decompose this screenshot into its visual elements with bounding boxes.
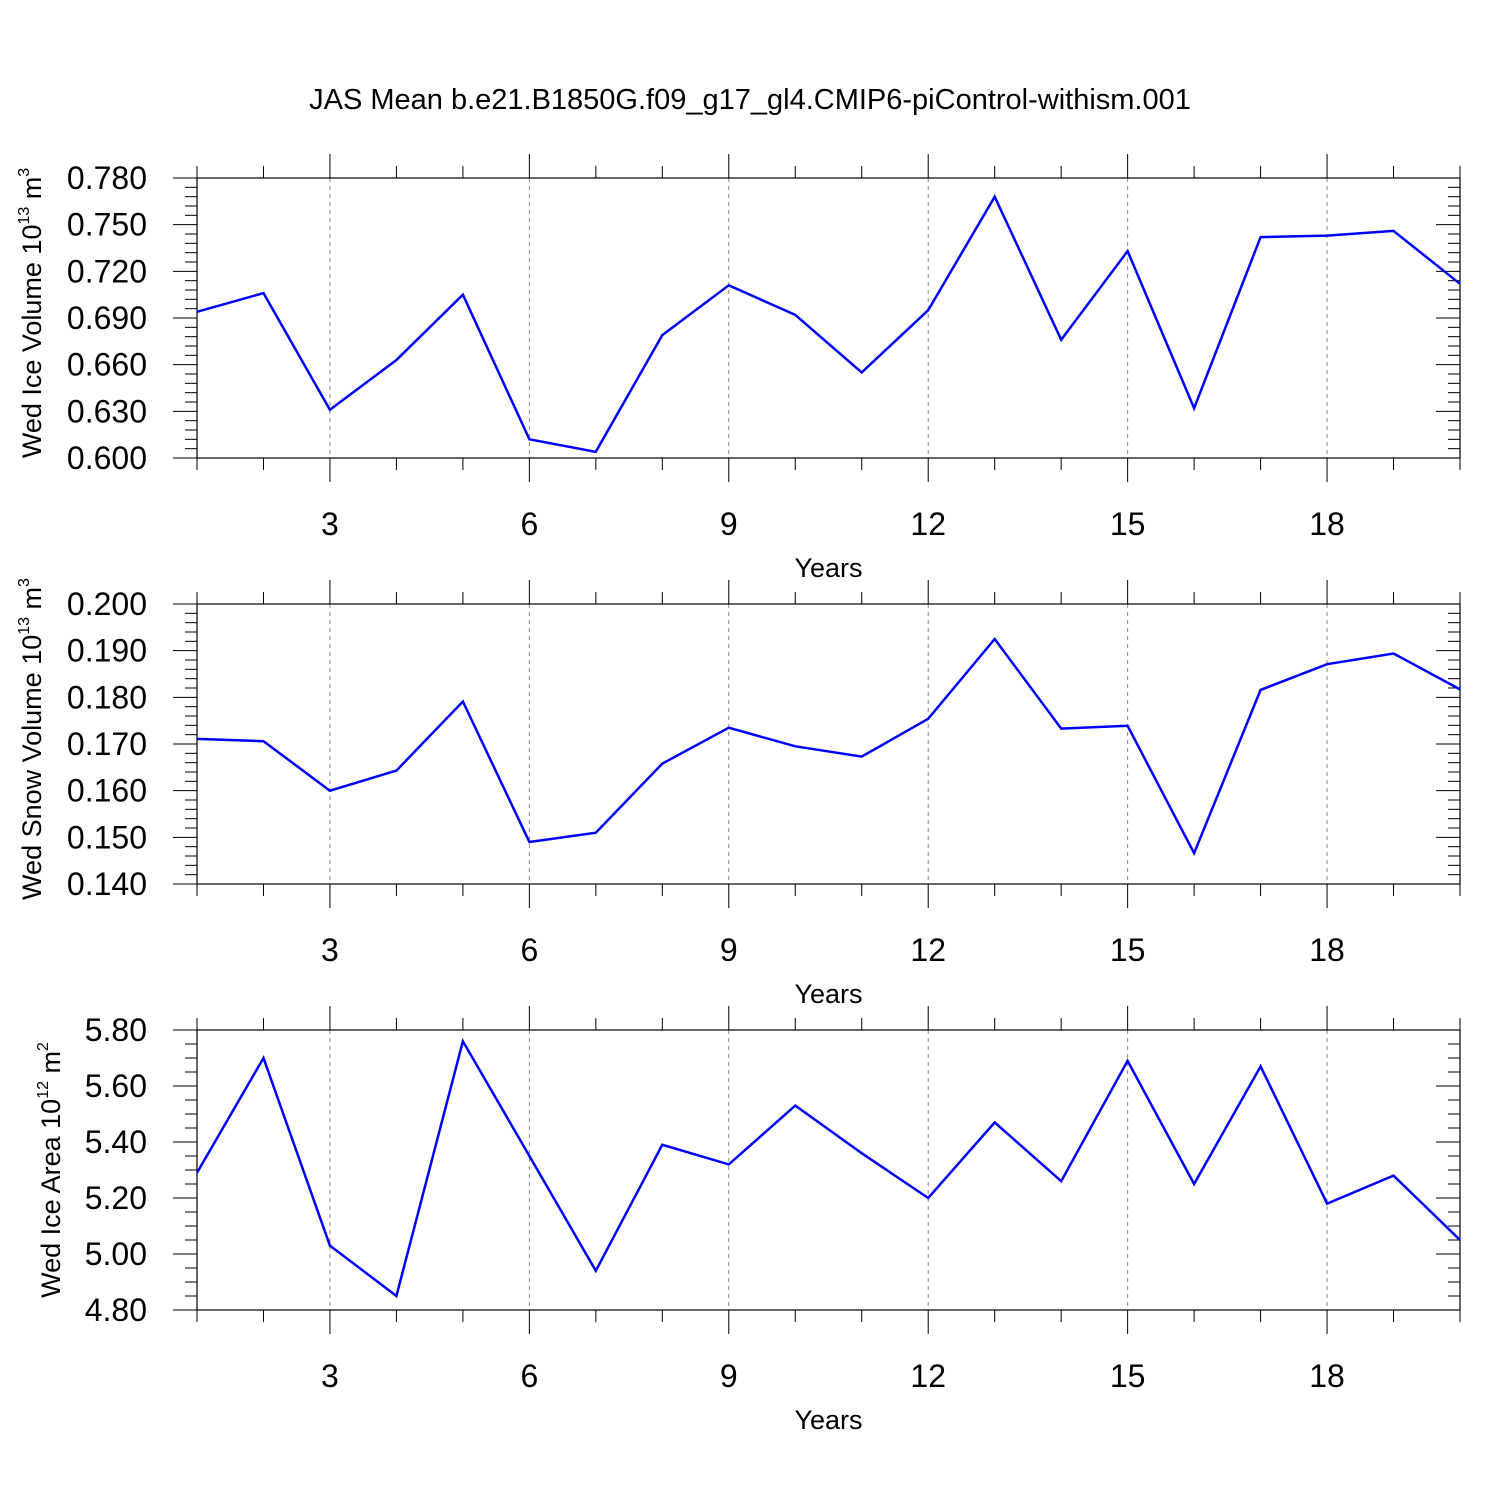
- y-axis-title-space: [5, 609, 35, 617]
- chart-panel-2: 3 6 9 12 15 18 0.140 0.150 0.160 0.170 0.180 0.190 0…: [5, 578, 1461, 1009]
- x-tick-label: 15: [1110, 1358, 1146, 1394]
- y-tick-label: 0.750: [67, 207, 147, 243]
- y-tick-label: 5.40: [85, 1124, 147, 1160]
- y-axis-title-ylabel: Wed Ice Volume 10: [17, 225, 47, 459]
- chart-title: JAS Mean b.e21.B1850G.f09_g17_gl4.CMIP6-…: [309, 84, 1191, 116]
- x-tick-label: 15: [1110, 506, 1146, 542]
- x-tick-label: 9: [720, 506, 738, 542]
- x-tick-label: 18: [1309, 932, 1345, 968]
- y-tick-label: 0.630: [67, 393, 147, 429]
- y-axis-title-ylabel-unit: m: [17, 587, 47, 610]
- x-tick-label: 6: [520, 506, 538, 542]
- x-axis-title: Years: [794, 553, 862, 583]
- y-axis-title-ylabel-exp: 12: [35, 1081, 52, 1099]
- y-axis-title: Wed Ice Area 1012 m2: [24, 1042, 66, 1298]
- y-axis-title-ylabel-unit-exp: 3: [16, 578, 33, 587]
- x-tick-label: 12: [910, 506, 946, 542]
- x-tick-label: 3: [321, 506, 339, 542]
- y-axis-title: Wed Snow Volume 1013 m3: [5, 578, 47, 900]
- x-tick-label: 12: [910, 932, 946, 968]
- y-tick-label: 0.160: [67, 773, 147, 809]
- y-tick-label: 0.690: [67, 300, 147, 336]
- y-axis-title-ylabel-unit: m: [36, 1051, 66, 1074]
- y-tick-label: 5.60: [85, 1068, 147, 1104]
- y-axis-title-ylabel-unit: m: [17, 177, 47, 200]
- data-series-line: [196, 636, 1461, 857]
- x-tick-label: 9: [720, 932, 738, 968]
- y-tick-label: 0.150: [67, 819, 147, 855]
- data-series-line: [196, 194, 1461, 454]
- y-tick-label: 0.140: [67, 866, 147, 902]
- chart-panel-1: 3 6 9 12 15 18 0.600 0.630 0.660 0.690 0.720 0.750 0…: [5, 154, 1461, 583]
- y-tick-label: 0.180: [67, 679, 147, 715]
- y-axis-title-space: [5, 199, 35, 207]
- x-tick-label: 18: [1309, 1358, 1345, 1394]
- y-tick-label: 0.780: [67, 160, 147, 196]
- y-tick-label: 5.80: [85, 1012, 147, 1048]
- x-tick-label: 3: [321, 932, 339, 968]
- y-tick-label: 0.190: [67, 633, 147, 669]
- y-axis-title: Wed Ice Volume 1013 m3: [5, 168, 47, 458]
- x-tick-label: 15: [1110, 932, 1146, 968]
- x-tick-label: 3: [321, 1358, 339, 1394]
- y-tick-label: 0.600: [67, 440, 147, 476]
- y-axis-title-ylabel: Wed Snow Volume 10: [17, 635, 47, 900]
- data-series-line: [195, 1037, 1461, 1299]
- y-tick-label: 0.170: [67, 726, 147, 762]
- x-tick-label: 18: [1309, 506, 1345, 542]
- y-tick-label: 0.720: [67, 253, 147, 289]
- y-tick-label: 0.660: [67, 347, 147, 383]
- y-axis-title-ylabel-exp: 13: [16, 207, 33, 225]
- x-tick-label: 9: [720, 1358, 738, 1394]
- y-tick-label: 0.200: [67, 586, 147, 622]
- y-axis-title-ylabel: Wed Ice Area 10: [36, 1099, 66, 1298]
- y-tick-label: 5.20: [85, 1180, 147, 1216]
- y-axis-title-ylabel-exp: 13: [16, 617, 33, 635]
- x-tick-label: 12: [910, 1358, 946, 1394]
- y-axis-title-space: [24, 1073, 54, 1081]
- x-tick-label: 6: [520, 1358, 538, 1394]
- x-axis-title: Years: [794, 1405, 862, 1435]
- plot-frame: [196, 603, 1461, 885]
- plot-frame: [196, 177, 1461, 459]
- y-tick-label: 5.00: [85, 1236, 147, 1272]
- chart-panel-3: 3 6 9 12 15 18 4.80 5.00 5.20 5.40 5.60 5.80 Years We…: [24, 1006, 1461, 1435]
- y-axis-title-ylabel-unit-exp: 3: [16, 168, 33, 177]
- x-tick-label: 6: [520, 932, 538, 968]
- y-axis-title-ylabel-unit-exp: 2: [35, 1042, 52, 1051]
- y-tick-label: 4.80: [85, 1292, 147, 1328]
- plot-frame: [196, 1029, 1461, 1311]
- x-axis-title: Years: [794, 979, 862, 1009]
